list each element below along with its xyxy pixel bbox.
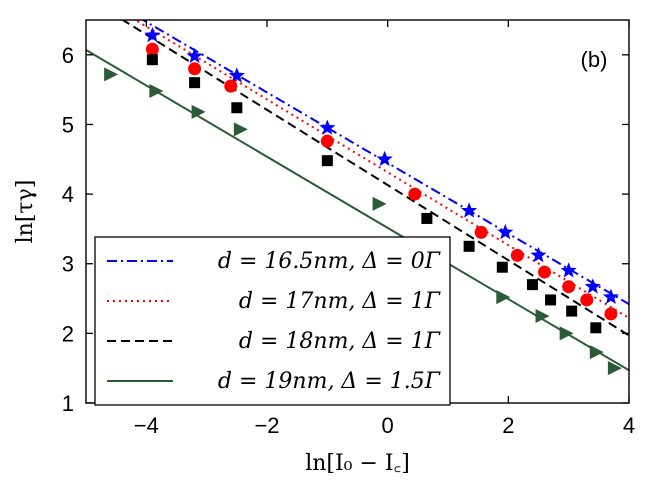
series-3-point-6 <box>463 240 475 252</box>
legend-label-series-2: d = 17nm, Δ = 1Γ <box>239 289 441 314</box>
series-3-point-9 <box>545 294 557 306</box>
x-tick-label-3: 0 <box>382 413 394 438</box>
series-3-point-3 <box>231 102 243 114</box>
series-2-point-4 <box>320 134 334 148</box>
series-3-point-10 <box>566 305 578 317</box>
series-2-point-3 <box>224 79 238 93</box>
y-tick-label-4: 4 <box>62 182 74 207</box>
series-4-point-10 <box>589 345 604 360</box>
axis-ticks: −4 −2 0 2 4 1 2 3 4 5 6 <box>62 20 635 438</box>
x-tick-label-5: 4 <box>623 413 635 438</box>
series-2-point-8 <box>538 265 552 279</box>
legend: d = 16.5nm, Δ = 0Γ d = 17nm, Δ = 1Γ d = 18… <box>94 236 451 406</box>
series-1-point-10 <box>584 278 601 294</box>
series-3-point-2 <box>189 77 201 89</box>
series-4-point-2 <box>149 84 164 99</box>
series-1-point-2 <box>186 47 203 64</box>
series-4-point-4 <box>233 122 248 137</box>
series-3-point-4 <box>321 155 333 167</box>
series-4-point-5 <box>372 196 387 211</box>
x-tick-label-2: −2 <box>254 413 279 438</box>
series-1-point-1 <box>144 26 161 43</box>
series-3-point-1 <box>146 54 158 66</box>
series-2-point-5 <box>408 187 422 201</box>
y-tick-label-3: 3 <box>62 252 74 277</box>
series-1-point-3 <box>228 67 245 83</box>
series-2-point-1 <box>145 42 159 56</box>
series-2-point-9 <box>562 280 576 294</box>
y-tick-label-1: 1 <box>62 391 74 416</box>
data-markers <box>104 26 622 376</box>
series-3-point-8 <box>526 279 538 291</box>
series-4-point-8 <box>535 308 550 323</box>
series-4-point-9 <box>559 326 574 341</box>
series-4-point-7 <box>496 290 511 305</box>
y-tick-label-2: 2 <box>62 321 74 346</box>
series-4-point-3 <box>191 104 206 119</box>
series-1-point-5 <box>376 150 393 167</box>
series-1-point-11 <box>602 288 619 305</box>
series-1-point-4 <box>319 119 336 135</box>
x-axis-label: ln[I₀ − I꜀] <box>305 451 410 476</box>
series-2-point-11 <box>604 307 618 321</box>
legend-label-series-1: d = 16.5nm, Δ = 0Γ <box>218 249 441 274</box>
fit-line-series-2 <box>133 20 629 319</box>
series-2-point-6 <box>474 225 488 239</box>
series-1-point-9 <box>560 262 577 278</box>
series-1-point-7 <box>497 223 514 240</box>
series-3-point-11 <box>590 322 602 334</box>
series-3-point-5 <box>421 212 433 224</box>
x-tick-label-4: 2 <box>502 413 514 438</box>
y-tick-label-5: 5 <box>62 112 74 137</box>
series-1-point-6 <box>461 202 478 218</box>
y-axis-label: ln[τγ] <box>13 180 38 244</box>
series-4-point-11 <box>607 361 622 376</box>
series-2-point-2 <box>188 62 202 76</box>
legend-label-series-4: d = 19nm, Δ = 1.5Γ <box>218 369 441 394</box>
series-4-point-1 <box>104 67 119 82</box>
x-tick-label-1: −4 <box>134 413 159 438</box>
series-3-point-7 <box>496 261 508 273</box>
y-tick-label-6: 6 <box>62 43 74 68</box>
series-1-point-8 <box>530 246 547 263</box>
legend-box <box>94 236 451 406</box>
legend-label-series-3: d = 18nm, Δ = 1Γ <box>239 329 441 354</box>
panel-label: (b) <box>581 47 608 72</box>
series-2-point-7 <box>510 248 524 262</box>
fit-line-series-3 <box>120 20 629 337</box>
series-2-point-10 <box>580 293 594 307</box>
